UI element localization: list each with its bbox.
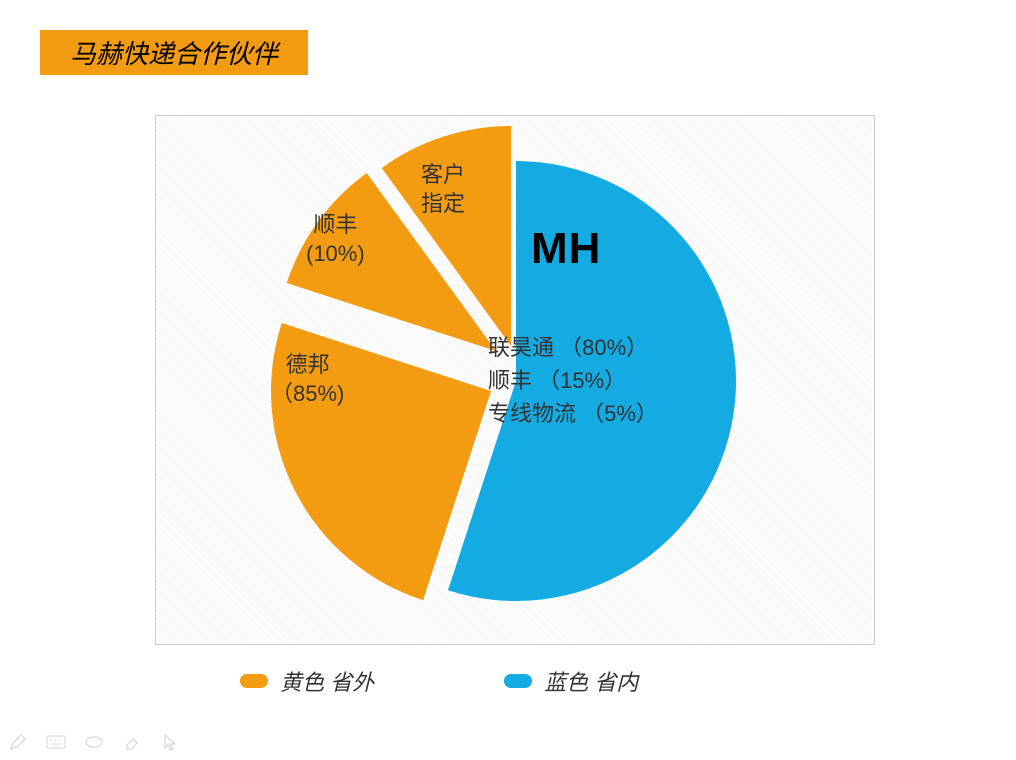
keyboard-icon[interactable] (46, 732, 66, 752)
eraser-icon[interactable] (122, 732, 142, 752)
title-banner: 马赫快递合作伙伴 (40, 30, 308, 75)
legend-item-outside: 黄色 省外 (240, 665, 374, 697)
debang-label: 德邦 （85%) (271, 351, 344, 408)
legend-item-inside: 蓝色 省内 (504, 665, 638, 697)
mh-detail-2: 顺丰 （15%） (488, 364, 658, 397)
kehu-label: 客户 指定 (421, 161, 465, 218)
legend-marker-orange (240, 674, 268, 688)
ellipse-icon[interactable] (84, 732, 104, 752)
legend-marker-blue (504, 674, 532, 688)
legend-text-inside: 蓝色 省内 (544, 665, 638, 697)
shunfeng-label: 顺丰 (10%) (306, 211, 365, 268)
toolbar (8, 732, 180, 752)
mh-detail-3: 专线物流 （5%） (488, 397, 658, 430)
mh-title-label: MH (531, 224, 601, 274)
cursor-icon[interactable] (160, 732, 180, 752)
legend: 黄色 省外 蓝色 省内 (240, 665, 638, 697)
pencil-icon[interactable] (8, 732, 28, 752)
mh-detail-list: 联昊通 （80%） 顺丰 （15%） 专线物流 （5%） (488, 331, 658, 430)
chart-container: MH 联昊通 （80%） 顺丰 （15%） 专线物流 （5%） 德邦 （85%)… (155, 115, 875, 645)
legend-text-outside: 黄色 省外 (280, 665, 374, 697)
mh-detail-1: 联昊通 （80%） (488, 331, 658, 364)
